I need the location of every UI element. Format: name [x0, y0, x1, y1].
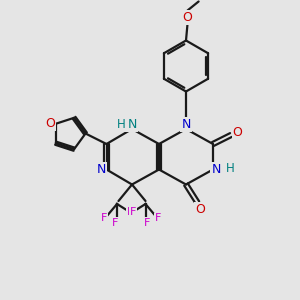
- Text: N: N: [96, 163, 106, 176]
- Text: F: F: [112, 218, 119, 228]
- Text: H: H: [225, 162, 234, 176]
- Text: O: O: [183, 11, 192, 24]
- Text: O: O: [45, 117, 55, 130]
- Text: F: F: [101, 213, 108, 224]
- Text: F: F: [144, 218, 150, 228]
- Text: F: F: [130, 207, 136, 218]
- Text: O: O: [233, 126, 242, 139]
- Text: H: H: [117, 118, 126, 131]
- Text: F: F: [155, 213, 161, 224]
- Text: N: N: [181, 118, 191, 131]
- Text: N: N: [128, 118, 137, 131]
- Text: O: O: [196, 202, 205, 216]
- Text: F: F: [126, 207, 133, 218]
- Text: N: N: [211, 163, 221, 176]
